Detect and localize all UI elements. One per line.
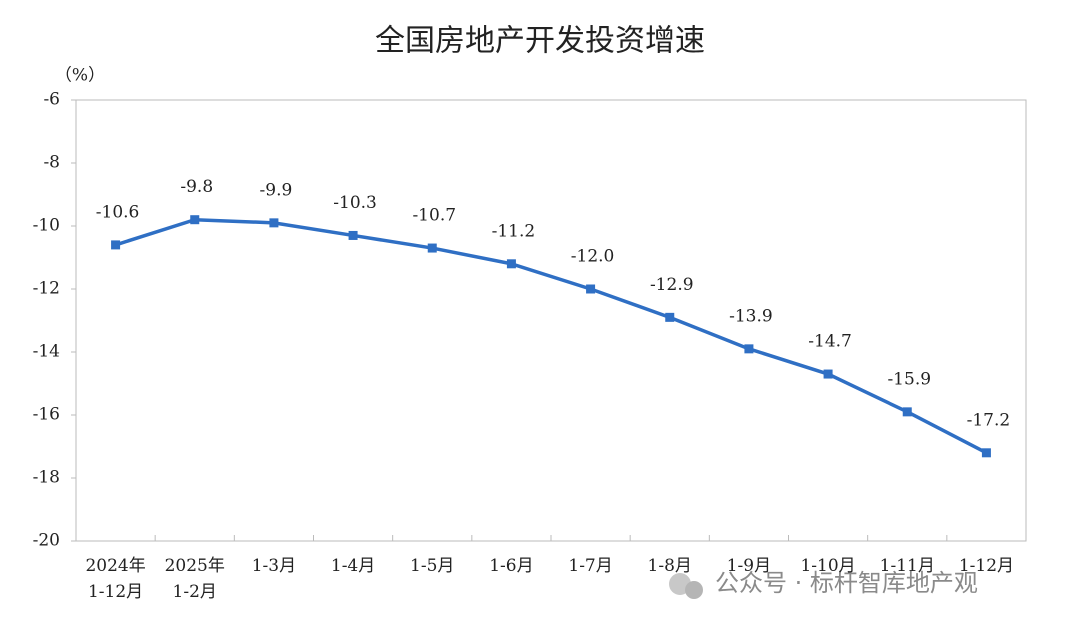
point-marker (348, 230, 358, 240)
x-tick-label: 2024年 1-12月 (85, 556, 145, 602)
y-tick-label: -18 (33, 468, 60, 488)
point-marker (902, 407, 912, 417)
data-label: -11.2 (492, 221, 536, 241)
data-label: -10.3 (333, 193, 377, 213)
point-marker (744, 344, 754, 354)
x-tick-label: 1-4月 (331, 556, 375, 576)
y-tick-label: -16 (33, 405, 60, 425)
x-tick-label: 1-9月 (727, 556, 771, 576)
data-label: -12.0 (571, 247, 615, 267)
data-label: -14.7 (808, 332, 852, 352)
x-tick-label: 1-6月 (489, 556, 533, 576)
point-marker (823, 369, 833, 379)
x-tick-label: 1-8月 (648, 556, 692, 576)
point-marker (190, 215, 200, 225)
y-tick-label: -6 (43, 90, 60, 110)
data-label: -9.8 (180, 177, 213, 197)
y-tick-label: -20 (33, 531, 60, 551)
x-tick-label: 1-3月 (252, 556, 296, 576)
y-tick-label: -12 (33, 279, 60, 299)
y-tick-label: -8 (43, 153, 60, 173)
x-tick-label: 1-10月 (800, 556, 855, 576)
y-tick-label: -10 (33, 216, 60, 236)
watermark: 公众号 · 标杆智库地产观 (715, 569, 978, 597)
x-tick-label: 1-5月 (410, 556, 454, 576)
y-axis-label: （%） (55, 66, 105, 86)
point-marker (665, 312, 675, 322)
y-tick-label: -14 (33, 342, 60, 362)
point-marker (586, 284, 596, 294)
series-line (115, 217, 988, 455)
x-tick-label: 1-7月 (568, 556, 612, 576)
data-label: -10.6 (96, 202, 140, 222)
chart-title: 全国房地产开发投资增速 (375, 24, 705, 59)
x-tick-label: 1-12月 (959, 556, 1014, 576)
data-label: -9.9 (260, 180, 293, 200)
point-marker (269, 218, 279, 228)
watermark-icon (669, 573, 703, 599)
data-label: -12.9 (650, 275, 694, 295)
data-label: -15.9 (887, 369, 931, 389)
point-marker (981, 448, 991, 458)
point-marker (111, 240, 121, 250)
data-label: -17.2 (967, 410, 1011, 430)
point-marker (427, 243, 437, 253)
plot-frame (75, 99, 1027, 542)
data-label: -13.9 (729, 306, 773, 326)
data-label: -10.7 (412, 206, 456, 226)
point-marker (506, 259, 516, 269)
x-tick-label: 1-11月 (880, 556, 935, 576)
x-tick-label: 2025年 1-2月 (165, 556, 225, 602)
